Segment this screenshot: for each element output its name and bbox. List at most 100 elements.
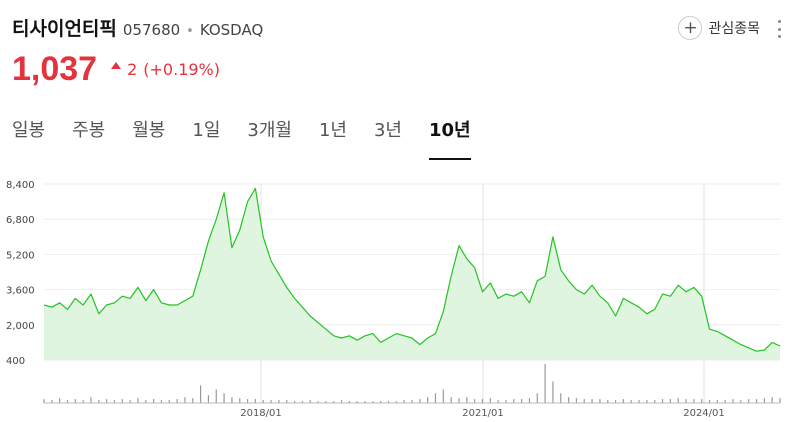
- x-tick-label: 2024/01: [683, 408, 725, 419]
- stock-code: 057680: [122, 21, 181, 39]
- y-tick-label: 400: [6, 356, 25, 367]
- volume-bar: [661, 399, 664, 403]
- volume-bar: [239, 398, 241, 403]
- tab-3year[interactable]: 3년: [373, 120, 402, 141]
- volume-bar: [333, 401, 335, 403]
- x-axis: 2018/01 2021/01 2024/01: [44, 402, 780, 419]
- volume-bar: [646, 400, 648, 403]
- volume-bar: [59, 398, 61, 403]
- price-change-rate: (+0.19%): [143, 60, 220, 79]
- tab-weekly[interactable]: 주봉: [72, 120, 106, 141]
- volume-bar: [521, 399, 523, 403]
- volume-bar: [145, 400, 147, 403]
- volume-bar: [43, 399, 45, 403]
- volume-bar: [286, 400, 288, 403]
- volume-bar: [434, 393, 437, 403]
- volume-bar: [528, 398, 531, 403]
- current-price: 1,037: [12, 50, 98, 88]
- volume-bar: [497, 400, 499, 403]
- tab-3month[interactable]: 3개월: [247, 120, 292, 141]
- tab-daily[interactable]: 일봉: [12, 120, 46, 141]
- tab-1year[interactable]: 1년: [318, 120, 347, 141]
- volume-bar: [403, 400, 405, 403]
- volume-bar: [113, 400, 116, 403]
- price-change: 2: [127, 60, 138, 79]
- volume-bar: [591, 399, 593, 403]
- volume-bar: [638, 400, 640, 403]
- volume-bar: [348, 401, 350, 403]
- volume-bar: [66, 400, 69, 403]
- volume-bar: [779, 398, 781, 403]
- volume-bar: [153, 399, 155, 403]
- price-area: [44, 188, 780, 360]
- stock-header: 티사이언티픽 057680 • KOSDAQ: [12, 14, 263, 44]
- volume-bar: [90, 397, 92, 403]
- volume-bar: [489, 398, 491, 403]
- tab-1day[interactable]: 1일: [192, 120, 221, 141]
- market-name: KOSDAQ: [199, 21, 264, 39]
- volume-bar: [199, 385, 202, 403]
- volume-bar: [513, 399, 515, 403]
- volume-bar: [184, 397, 186, 403]
- volume-bar: [395, 401, 397, 403]
- volume-bar: [740, 400, 742, 403]
- more-vertical-icon[interactable]: [778, 20, 782, 38]
- period-tabs: 일봉 주봉 월봉 1일 3개월 1년 3년 10년: [12, 116, 498, 160]
- volume-bar: [51, 400, 53, 403]
- volume-bar: [160, 400, 163, 403]
- volume-bar: [748, 399, 750, 403]
- volume-bar: [771, 397, 773, 403]
- volume-bar: [356, 401, 358, 403]
- volume-bar: [325, 401, 327, 403]
- volume-bar: [575, 398, 578, 403]
- volume-bar: [215, 389, 217, 403]
- volume-bar: [677, 398, 679, 403]
- volume-bar: [701, 399, 703, 403]
- volume-bar: [98, 400, 100, 403]
- price-chart: 8,400 6,800 5,200 3,600 2,000 400 2018/01 2021…: [6, 180, 781, 419]
- y-tick-label: 5,200: [6, 250, 35, 261]
- volume-chart: [43, 364, 781, 403]
- y-tick-label: 8,400: [6, 180, 35, 191]
- stock-name: 티사이언티픽: [12, 18, 117, 40]
- y-tick-label: 6,800: [6, 215, 35, 226]
- volume-bar: [552, 381, 554, 403]
- separator-dot: •: [186, 24, 194, 39]
- volume-bar: [372, 401, 374, 403]
- volume-bar: [129, 400, 131, 403]
- volume-bar: [223, 393, 225, 403]
- y-axis: 8,400 6,800 5,200 3,600 2,000 400: [6, 180, 35, 367]
- volume-bar: [567, 397, 570, 403]
- volume-bar: [246, 399, 249, 403]
- volume-bar: [121, 399, 123, 403]
- tab-10year[interactable]: 10년: [429, 116, 471, 160]
- volume-bar: [458, 398, 460, 403]
- volume-bar: [427, 397, 429, 403]
- volume-bar: [536, 393, 538, 403]
- volume-bar: [364, 401, 366, 403]
- volume-bar: [669, 399, 671, 403]
- volume-bar: [505, 400, 507, 403]
- volume-bar: [262, 400, 264, 403]
- volume-bar: [732, 399, 734, 403]
- volume-bar: [481, 399, 484, 403]
- volume-bar: [192, 398, 194, 403]
- volume-bar: [254, 399, 257, 403]
- volume-bar: [724, 400, 726, 403]
- volume-bar: [309, 400, 311, 403]
- volume-bar: [708, 400, 711, 403]
- volume-bar: [693, 399, 695, 403]
- volume-bar: [106, 399, 108, 403]
- tab-monthly[interactable]: 월봉: [132, 120, 166, 141]
- y-tick-label: 2,000: [6, 321, 35, 332]
- volume-bar: [716, 400, 718, 403]
- y-tick-label: 3,600: [6, 286, 35, 297]
- volume-bar: [654, 400, 656, 403]
- watchlist-button[interactable]: + 관심종목: [678, 16, 760, 40]
- volume-bar: [544, 364, 546, 403]
- plus-icon: +: [678, 16, 703, 40]
- volume-bar: [411, 400, 413, 403]
- volume-bar: [560, 393, 562, 403]
- volume-bar: [137, 398, 139, 403]
- volume-bar: [614, 400, 617, 403]
